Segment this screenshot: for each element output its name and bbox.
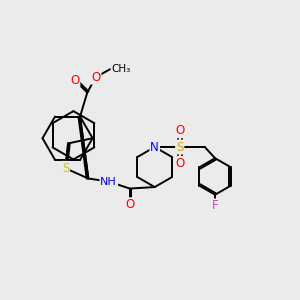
Text: O: O (175, 124, 184, 137)
Text: O: O (70, 74, 80, 87)
Text: CH₃: CH₃ (112, 64, 131, 74)
Text: O: O (91, 70, 101, 84)
Text: NH: NH (100, 177, 117, 187)
Text: F: F (212, 200, 218, 212)
Text: S: S (176, 140, 183, 154)
Text: S: S (62, 162, 69, 175)
Text: O: O (175, 157, 184, 170)
Text: O: O (125, 198, 134, 211)
Text: N: N (150, 140, 159, 154)
